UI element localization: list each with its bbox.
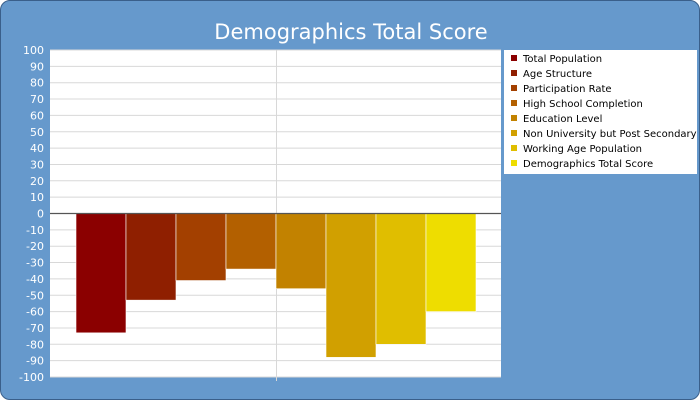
y-tick-label: 50 — [30, 126, 44, 139]
y-tick-label: -100 — [19, 371, 44, 384]
y-tick-label: -10 — [26, 224, 44, 237]
legend-entry: Age Structure — [523, 69, 592, 80]
y-tick-label: -40 — [26, 273, 44, 286]
legend-swatch — [511, 85, 517, 91]
bar-7 — [375, 213, 427, 345]
legend-box — [504, 50, 697, 174]
y-tick-label: -50 — [26, 289, 44, 302]
legend-entry: Demographics Total Score — [523, 159, 653, 170]
y-tick-label: -20 — [26, 240, 44, 253]
legend-swatch — [511, 115, 517, 121]
y-tick-label: 80 — [30, 77, 44, 90]
legend-swatch — [511, 160, 517, 166]
legend-swatch — [511, 100, 517, 106]
legend-entry: Total Population — [522, 54, 602, 65]
legend-swatch — [511, 130, 517, 136]
legend-entry: High School Completion — [523, 99, 643, 110]
legend-swatch — [511, 70, 517, 76]
legend-entry: Education Level — [523, 114, 602, 125]
y-tick-label: -60 — [26, 306, 44, 319]
bar-8 — [425, 213, 477, 312]
y-tick-label: -30 — [26, 257, 44, 270]
y-tick-label: 30 — [30, 158, 44, 171]
y-tick-label: 0 — [37, 208, 44, 221]
legend-entry: Working Age Population — [523, 144, 642, 155]
legend-entry: Non University but Post Secondary — [523, 129, 697, 140]
y-tick-label: -80 — [26, 338, 44, 351]
bar-3 — [175, 213, 227, 281]
y-tick-label: -70 — [26, 322, 44, 335]
chart-title: Demographics Total Score — [214, 20, 487, 44]
bar-4 — [225, 213, 277, 270]
y-tick-label: -90 — [26, 355, 44, 368]
bar-5 — [275, 213, 327, 290]
y-tick-label: 70 — [30, 93, 44, 106]
bar-6 — [325, 213, 377, 358]
y-tick-label: 60 — [30, 109, 44, 122]
y-tick-label: 10 — [30, 191, 44, 204]
legend-swatch — [511, 55, 517, 61]
bar-2 — [125, 213, 177, 301]
y-tick-label: 100 — [23, 44, 44, 57]
bar-1 — [75, 213, 127, 334]
legend-swatch — [511, 145, 517, 151]
legend-entry: Participation Rate — [523, 84, 612, 95]
y-tick-label: 20 — [30, 175, 44, 188]
y-tick-label: 90 — [30, 60, 44, 73]
y-tick-label: 40 — [30, 142, 44, 155]
